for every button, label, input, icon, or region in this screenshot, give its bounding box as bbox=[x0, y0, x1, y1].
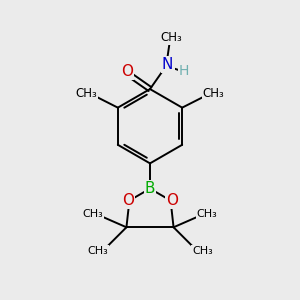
Text: CH₃: CH₃ bbox=[192, 246, 213, 256]
Text: H: H bbox=[179, 64, 189, 78]
Text: CH₃: CH₃ bbox=[83, 209, 104, 220]
Text: CH₃: CH₃ bbox=[76, 87, 98, 100]
Text: O: O bbox=[166, 193, 178, 208]
Text: CH₃: CH₃ bbox=[202, 87, 224, 100]
Text: CH₃: CH₃ bbox=[87, 246, 108, 256]
Text: CH₃: CH₃ bbox=[196, 209, 217, 220]
Text: CH₃: CH₃ bbox=[160, 31, 182, 44]
Text: N: N bbox=[162, 57, 173, 72]
Text: O: O bbox=[121, 64, 133, 79]
Text: O: O bbox=[122, 193, 134, 208]
Text: B: B bbox=[145, 181, 155, 196]
